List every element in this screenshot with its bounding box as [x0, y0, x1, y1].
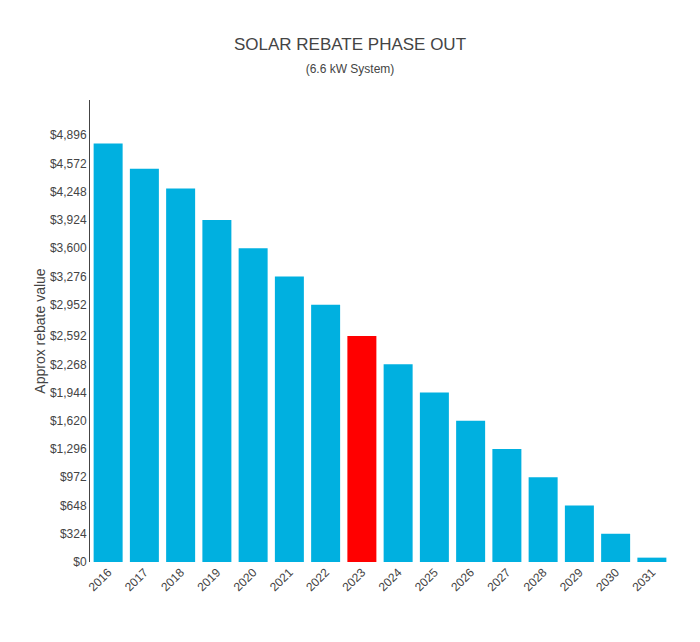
svg-text:$972: $972: [60, 470, 87, 484]
svg-text:$2,952: $2,952: [50, 298, 87, 312]
svg-text:$324: $324: [60, 527, 87, 541]
svg-text:2019: 2019: [194, 565, 223, 594]
svg-text:$1,620: $1,620: [50, 414, 87, 428]
svg-text:2023: 2023: [339, 565, 368, 594]
svg-text:$2,268: $2,268: [50, 358, 87, 372]
svg-text:2031: 2031: [629, 565, 658, 594]
svg-text:2022: 2022: [303, 565, 332, 594]
svg-text:$3,276: $3,276: [50, 270, 87, 284]
svg-text:$1,944: $1,944: [50, 386, 87, 400]
svg-text:2020: 2020: [231, 565, 260, 594]
svg-text:$3,924: $3,924: [50, 213, 87, 227]
svg-text:2025: 2025: [412, 565, 441, 594]
svg-text:2016: 2016: [86, 565, 115, 594]
svg-text:2027: 2027: [484, 565, 513, 594]
svg-text:$4,248: $4,248: [50, 185, 87, 199]
svg-text:2026: 2026: [448, 565, 477, 594]
svg-text:$4,572: $4,572: [50, 157, 87, 171]
svg-text:2029: 2029: [557, 565, 586, 594]
svg-text:(6.6 kW System): (6.6 kW System): [306, 62, 395, 76]
svg-text:2024: 2024: [376, 565, 405, 594]
svg-text:$2,592: $2,592: [50, 329, 87, 343]
svg-text:2030: 2030: [593, 565, 622, 594]
svg-text:$3,600: $3,600: [50, 241, 87, 255]
svg-text:Approx rebate value: Approx rebate value: [32, 268, 48, 394]
svg-text:2018: 2018: [158, 565, 187, 594]
svg-text:2017: 2017: [122, 565, 151, 594]
svg-text:$648: $648: [60, 499, 87, 513]
svg-text:2028: 2028: [521, 565, 550, 594]
svg-text:2021: 2021: [267, 565, 296, 594]
svg-text:$4,896: $4,896: [50, 128, 87, 142]
svg-text:$1,296: $1,296: [50, 442, 87, 456]
svg-text:$0: $0: [73, 555, 87, 569]
svg-text:SOLAR REBATE PHASE OUT: SOLAR REBATE PHASE OUT: [234, 35, 466, 54]
